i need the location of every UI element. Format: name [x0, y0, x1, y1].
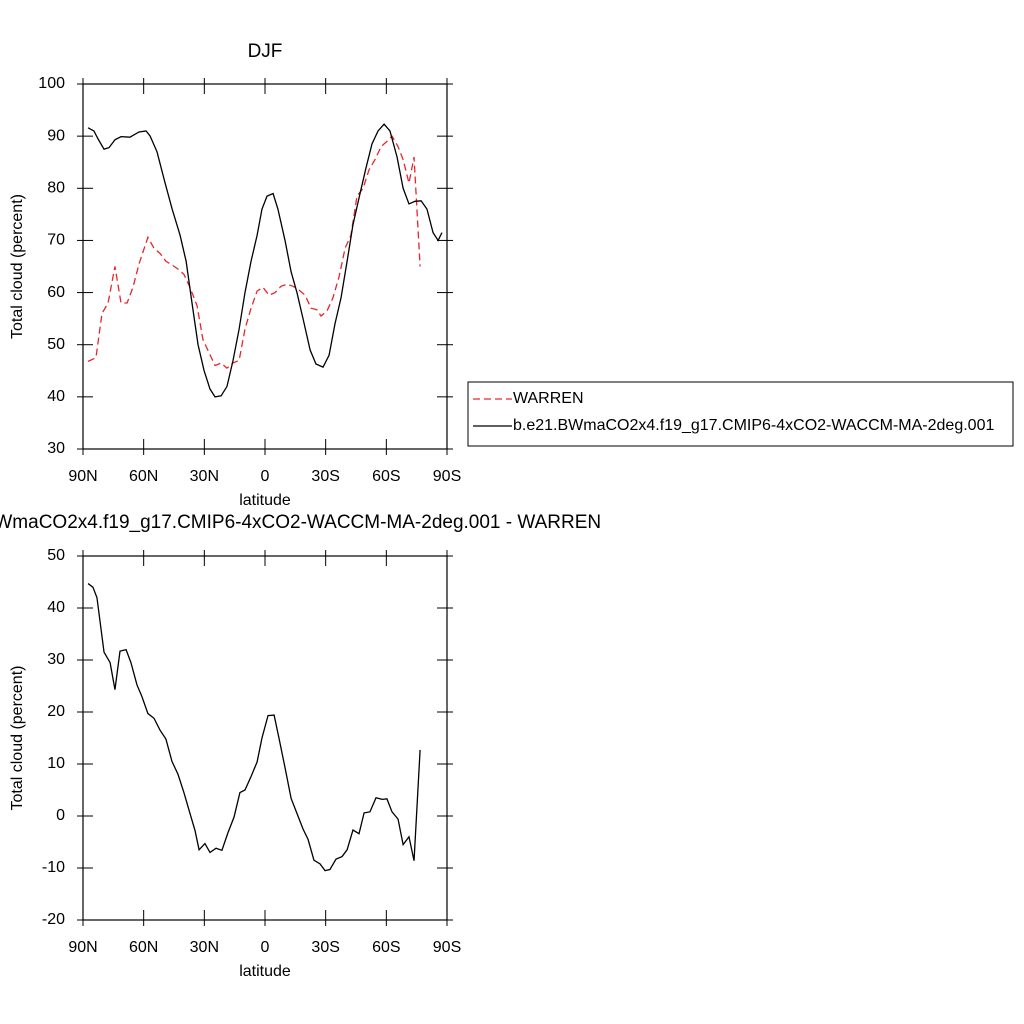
y-tick-label: 20 [47, 703, 65, 720]
x-axis-label: latitude [239, 492, 291, 509]
y-tick-label: 50 [47, 547, 65, 564]
y-tick-label: 40 [47, 599, 65, 616]
legend-box [467, 381, 1014, 447]
x-tick-label: 30S [311, 468, 339, 485]
y-tick-label: 10 [47, 755, 65, 772]
x-tick-label: 90N [68, 468, 97, 485]
data-line [87, 583, 421, 872]
y-axis-label: Total cloud (percent) [9, 666, 26, 811]
chart-title: DJF [248, 41, 283, 62]
y-tick-label: -10 [42, 859, 65, 876]
data-line [87, 135, 421, 370]
x-tick-label: 60S [372, 939, 400, 956]
y-tick-label: -20 [42, 911, 65, 928]
y-tick-label: 30 [47, 651, 65, 668]
y-tick-label: 60 [47, 284, 65, 301]
x-tick-label: 0 [261, 939, 270, 956]
plot-frame [82, 83, 448, 450]
chart-title: b.e21.BWmaCO2x4.f19_g17.CMIP6-4xCO2-WACC… [0, 512, 601, 533]
x-tick-label: 60S [372, 468, 400, 485]
y-tick-label: 80 [47, 180, 65, 197]
y-tick-label: 70 [47, 232, 65, 249]
x-tick-label: 90S [433, 468, 461, 485]
y-tick-label: 0 [56, 807, 65, 824]
y-tick-label: 50 [47, 336, 65, 353]
y-tick-label: 40 [47, 388, 65, 405]
legend-label: WARREN [513, 390, 584, 407]
x-tick-label: 30N [190, 468, 219, 485]
x-tick-label: 60N [129, 939, 158, 956]
y-axis-label: Total cloud (percent) [9, 194, 26, 339]
x-tick-label: 60N [129, 468, 158, 485]
x-tick-label: 90S [433, 939, 461, 956]
plot-frame [82, 555, 448, 921]
x-axis-label: latitude [239, 963, 291, 980]
data-line [87, 123, 443, 398]
x-tick-label: 30N [190, 939, 219, 956]
x-tick-label: 90N [68, 939, 97, 956]
y-tick-label: 90 [47, 127, 65, 144]
y-tick-label: 30 [47, 440, 65, 457]
y-tick-label: 100 [38, 75, 65, 92]
legend-label: b.e21.BWmaCO2x4.f19_g17.CMIP6-4xCO2-WACC… [513, 417, 994, 434]
x-tick-label: 30S [311, 939, 339, 956]
x-tick-label: 0 [261, 468, 270, 485]
